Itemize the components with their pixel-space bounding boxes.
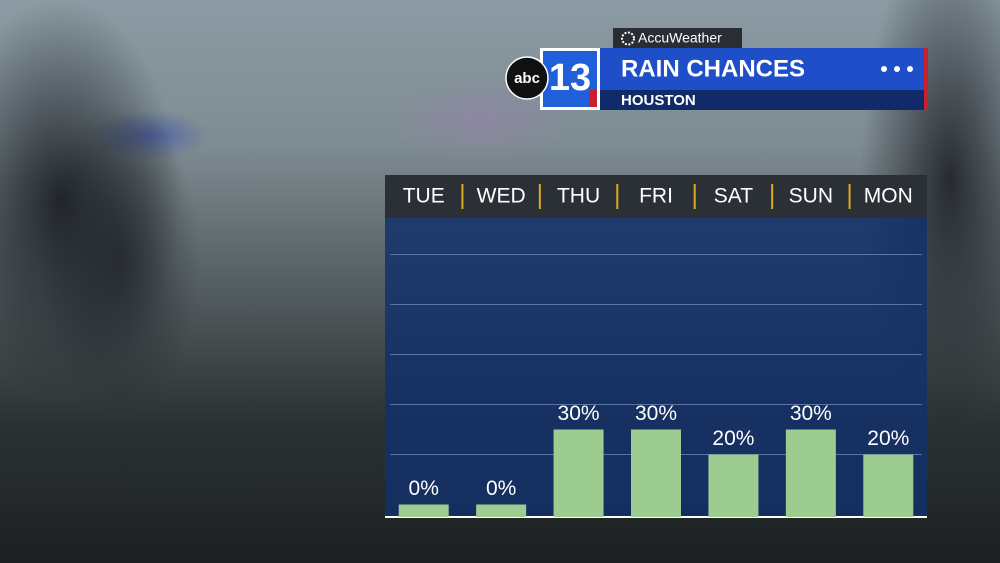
x-tick-label: FRI	[639, 185, 673, 208]
brand-tag	[613, 28, 742, 49]
value-label: 30%	[790, 402, 832, 425]
location: HOUSTON	[621, 92, 696, 109]
menu-dot	[894, 66, 900, 72]
logo-box	[543, 51, 597, 107]
value-label: 20%	[712, 427, 754, 450]
title-bar	[600, 48, 927, 90]
title: RAIN CHANCES	[621, 55, 805, 82]
x-tick-label: SUN	[789, 185, 833, 208]
bar	[863, 454, 914, 517]
x-tick-label: TUE	[403, 185, 445, 208]
value-label: 20%	[867, 427, 909, 450]
x-tick-label: WED	[477, 185, 526, 208]
menu-dot	[881, 66, 887, 72]
logo-red	[590, 90, 597, 107]
brand: AccuWeather	[638, 30, 722, 46]
accent	[924, 48, 928, 110]
sun-icon	[621, 31, 635, 46]
day-header	[385, 175, 927, 218]
menu-dot	[907, 66, 913, 72]
bar	[553, 429, 604, 517]
bar	[398, 504, 449, 517]
bar	[785, 429, 836, 517]
x-tick-label: SAT	[714, 185, 753, 208]
channel: 13	[549, 57, 591, 99]
network: abc	[514, 70, 540, 87]
value-label: 30%	[635, 402, 677, 425]
location-bar	[600, 90, 927, 110]
value-label: 0%	[486, 477, 516, 500]
bar	[631, 429, 681, 517]
bar	[476, 504, 527, 517]
x-tick-label: THU	[557, 185, 600, 208]
x-tick-label: MON	[864, 185, 913, 208]
value-label: 0%	[409, 477, 439, 500]
network-logo	[505, 56, 549, 100]
bar	[708, 454, 759, 517]
value-label: 30%	[558, 402, 600, 425]
